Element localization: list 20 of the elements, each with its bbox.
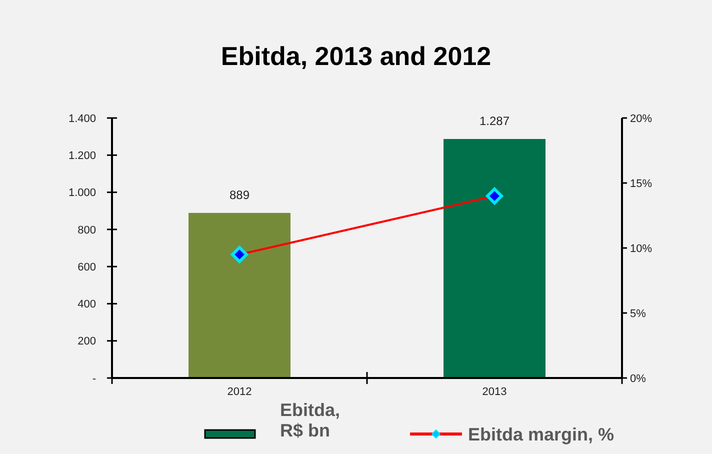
- series-label: Ebitda, R$ bn: [280, 400, 340, 441]
- y-tick-label: 1.000: [68, 187, 96, 200]
- data-label: 889: [229, 188, 250, 202]
- legend-label: Ebitda margin, %: [468, 424, 614, 444]
- y-tick-label: 1.200: [68, 150, 96, 162]
- x-tick-label: 2013: [482, 386, 507, 398]
- y-tick-label: 1.400: [68, 112, 96, 125]
- y2-tick-label: 5%: [630, 308, 646, 320]
- y2-tick-label: 20%: [630, 112, 652, 125]
- y-tick-label: 600: [78, 261, 96, 274]
- y-tick-label: 800: [78, 224, 96, 236]
- chart-title: Ebitda, 2013 and 2012: [220, 41, 492, 71]
- y2-tick-label: 10%: [630, 242, 652, 255]
- y-tick-label: 200: [78, 336, 96, 348]
- y2-tick-label: 15%: [630, 178, 652, 190]
- x-tick-label: 2012: [227, 386, 252, 398]
- y-tick-label: 400: [78, 298, 96, 311]
- y-tick-label: -: [92, 372, 96, 385]
- data-label: 1.287: [479, 114, 510, 128]
- y2-tick-label: 0%: [630, 372, 646, 385]
